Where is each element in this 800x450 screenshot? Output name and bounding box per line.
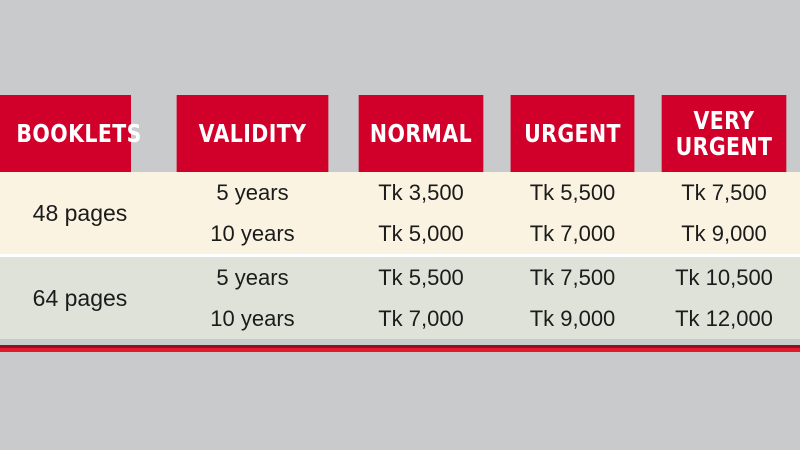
cell-validity: 5 years (160, 172, 345, 213)
table-header: BOOKLETS VALIDITY NORMAL URGENT VERY URG… (0, 95, 800, 172)
cell-normal-fee: Tk 3,500 (345, 172, 497, 213)
table-row: 48 pages 5 years Tk 3,500 Tk 5,500 Tk 7,… (0, 172, 800, 256)
cell-normal-fee: Tk 5,500 (345, 254, 497, 298)
cell-very-urgent-fee: Tk 10,500 (648, 254, 800, 298)
table-row: 10 years Tk 7,000 Tk 9,000 Tk 12,000 (0, 298, 800, 339)
passport-fee-table: BOOKLETS VALIDITY NORMAL URGENT VERY URG… (0, 95, 800, 339)
column-header-normal: NORMAL (358, 95, 484, 172)
cell-urgent-fee: Tk 7,000 (497, 213, 648, 256)
cell-urgent-fee: Tk 5,500 (497, 172, 648, 213)
table-row: 64 pages 5 years Tk 5,500 Tk 7,500 Tk 10… (0, 254, 800, 339)
cell-urgent-fee: Tk 7,500 (497, 254, 648, 298)
cell-very-urgent-fee: Tk 9,000 (648, 213, 800, 256)
cell-normal-fee: Tk 7,000 (345, 298, 497, 339)
table-header-row: BOOKLETS VALIDITY NORMAL URGENT VERY URG… (0, 95, 800, 172)
column-header-urgent: URGENT (510, 95, 635, 172)
booklet-group-label-48-pages: 48 pages (0, 172, 160, 256)
cell-very-urgent-fee: Tk 7,500 (648, 172, 800, 213)
cell-validity: 10 years (160, 298, 345, 339)
cell-urgent-fee: Tk 9,000 (497, 298, 648, 339)
table-body: 48 pages 5 years Tk 3,500 Tk 5,500 Tk 7,… (0, 172, 800, 339)
column-header-very-urgent: VERY URGENT (661, 95, 787, 172)
cell-normal-fee: Tk 5,000 (345, 213, 497, 256)
column-header-validity: VALIDITY (176, 95, 329, 172)
cell-very-urgent-fee: Tk 12,000 (648, 298, 800, 339)
booklet-group-label-64-pages: 64 pages (0, 254, 160, 339)
cell-validity: 5 years (160, 254, 345, 298)
table-row: 10 years Tk 5,000 Tk 7,000 Tk 9,000 (0, 213, 800, 256)
footer-rule-red (0, 348, 800, 352)
column-header-booklets: BOOKLETS (0, 95, 141, 172)
cell-validity: 10 years (160, 213, 345, 256)
footer-rule-dark (0, 345, 800, 348)
